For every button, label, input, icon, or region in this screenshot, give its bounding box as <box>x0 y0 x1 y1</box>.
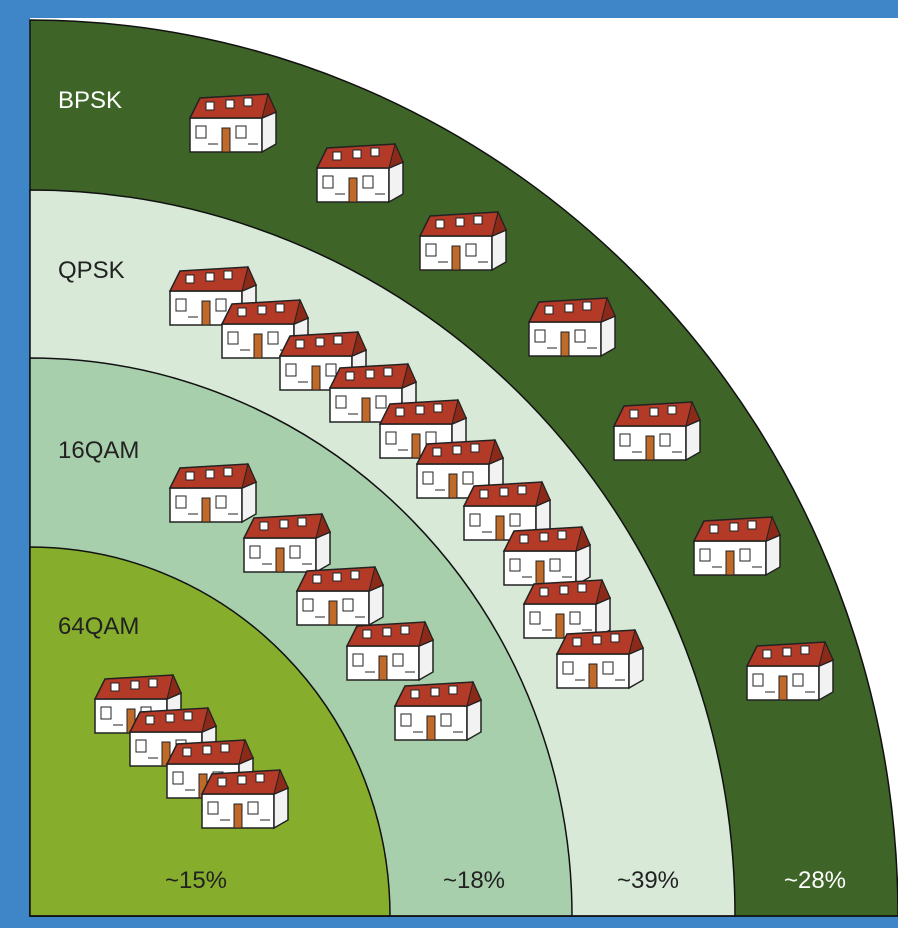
house <box>169 463 257 523</box>
house <box>746 641 834 701</box>
house <box>419 211 507 271</box>
band-share: ~39% <box>617 867 679 894</box>
band-label: BPSK <box>58 87 122 114</box>
house <box>556 629 644 689</box>
band-share: ~15% <box>165 867 227 894</box>
house <box>201 769 289 829</box>
house <box>523 579 611 639</box>
house <box>296 566 384 626</box>
band-label: 64QAM <box>58 613 139 640</box>
house <box>613 401 701 461</box>
house <box>394 681 482 741</box>
band-label: 16QAM <box>58 437 139 464</box>
band-share: ~18% <box>443 867 505 894</box>
house <box>243 513 331 573</box>
house <box>346 621 434 681</box>
house <box>316 143 404 203</box>
house <box>693 516 781 576</box>
band-label: QPSK <box>58 257 125 284</box>
house <box>528 297 616 357</box>
house <box>503 526 591 586</box>
band-share: ~28% <box>784 867 846 894</box>
house <box>189 93 277 153</box>
